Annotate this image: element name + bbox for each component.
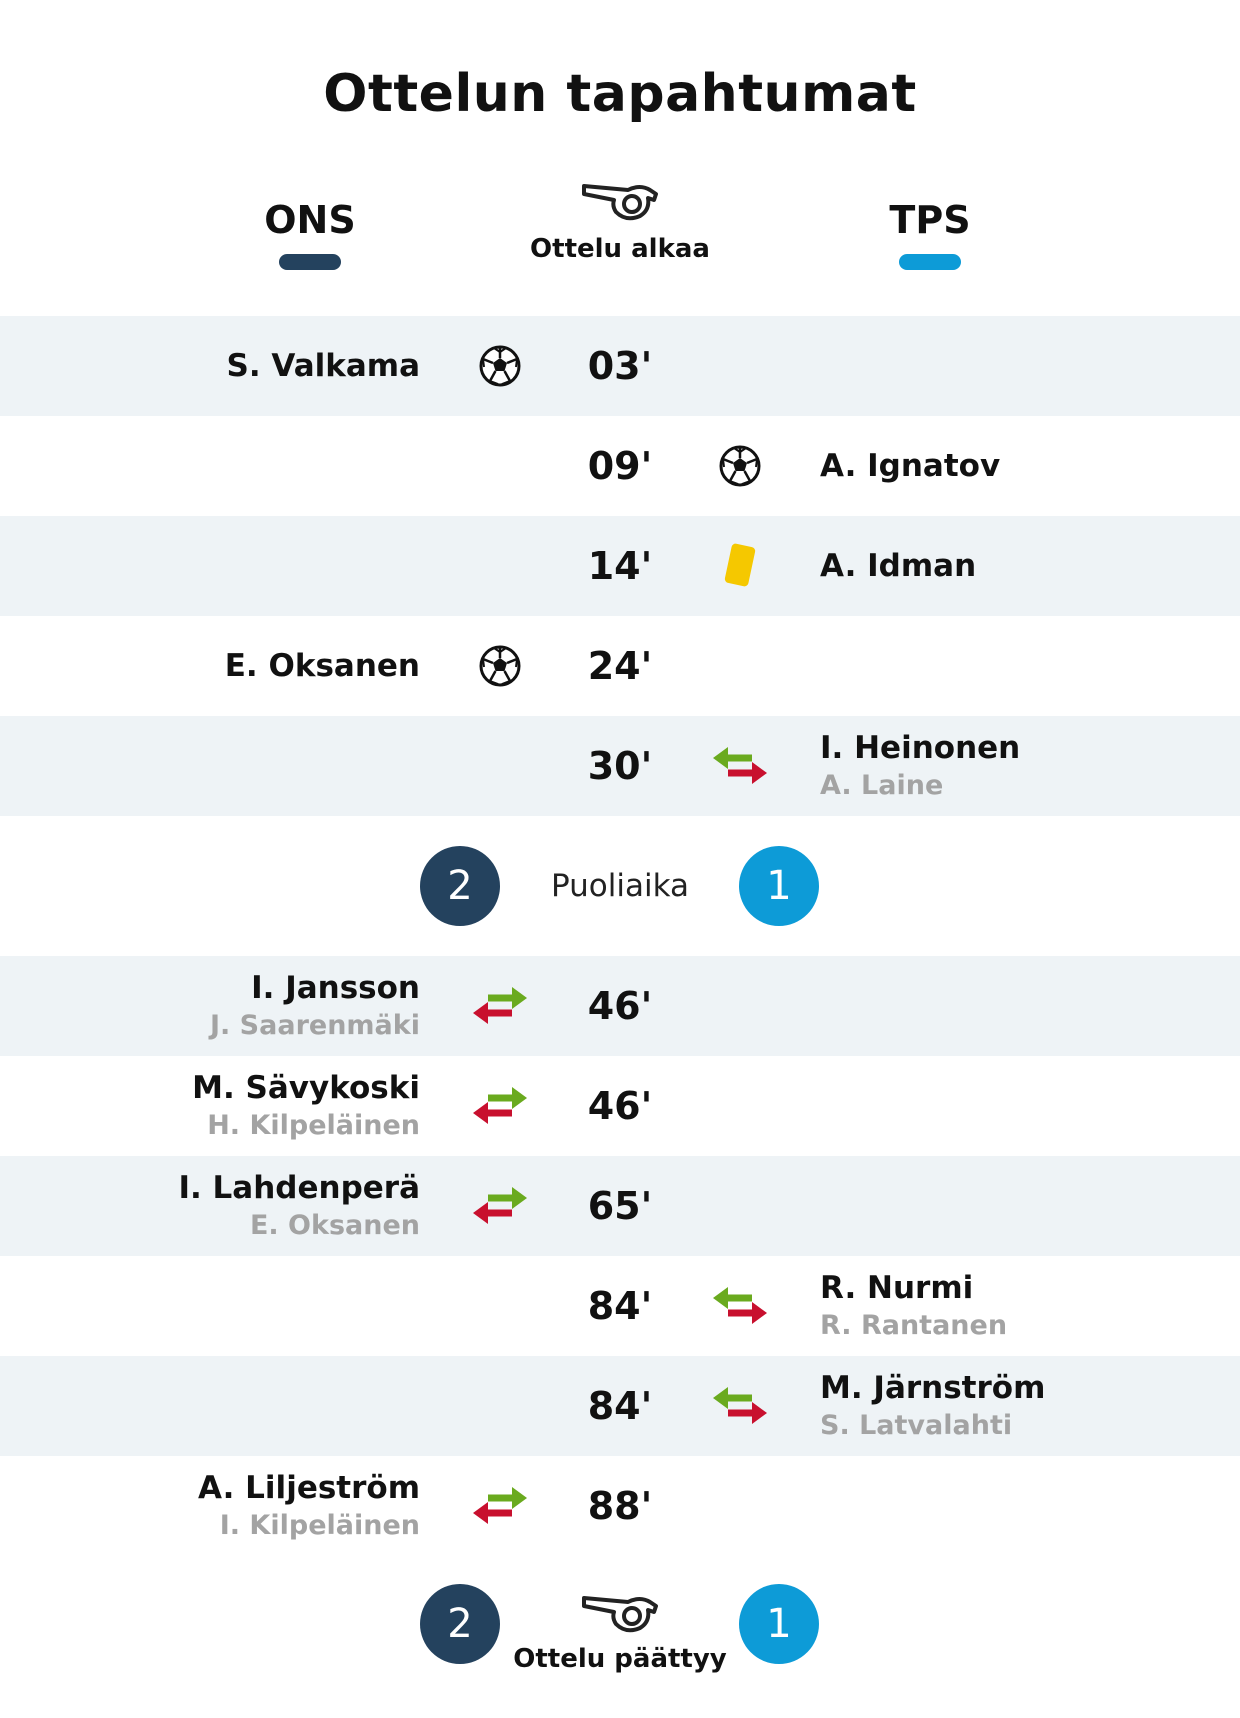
- whistle-icon: [582, 1596, 658, 1633]
- event-players: E. Oksanen: [225, 616, 420, 716]
- player-in: A. Liljeström: [198, 1470, 420, 1506]
- event-players: A. Liljeström I. Kilpeläinen: [198, 1456, 420, 1556]
- event-players: I. Heinonen A. Laine: [820, 716, 1020, 816]
- halftime-away-score: 1: [739, 846, 819, 926]
- player-in: I. Heinonen: [820, 730, 1021, 766]
- halftime-label: Puoliaika: [550, 868, 689, 904]
- player-in: I. Jansson: [251, 970, 420, 1006]
- event-row: 65' I. Lahdenperä E. Oksanen: [0, 1156, 1240, 1256]
- substitution-icon: [470, 1176, 530, 1236]
- substitution-icon: [470, 1076, 530, 1136]
- halftime-home-score: 2: [420, 846, 500, 926]
- event-row: 03' S. Valkama: [0, 316, 1240, 416]
- fulltime-label: Ottelu päättyy: [513, 1644, 727, 1674]
- event-row: 14' A. Idman: [0, 516, 1240, 616]
- event-players: M. Sävykoski H. Kilpeläinen: [192, 1056, 420, 1156]
- event-players: S. Valkama: [227, 316, 421, 416]
- event-players: A. Idman: [820, 516, 976, 616]
- event-players: I. Jansson J. Saarenmäki: [210, 956, 420, 1056]
- first-half-events: 03' S. Valkama 09' A. Ignatov 14' A. Idman 24'…: [0, 316, 1240, 816]
- event-minute: 09': [587, 444, 653, 488]
- player-out: R. Rantanen: [820, 1310, 1008, 1341]
- event-players: I. Lahdenperä E. Oksanen: [178, 1156, 420, 1256]
- substitution-icon: [710, 736, 770, 796]
- event-minute: 46': [587, 984, 653, 1028]
- page-title: Ottelun tapahtumat: [323, 64, 917, 124]
- player-name: A. Idman: [820, 548, 977, 584]
- event-row: 88' A. Liljeström I. Kilpeläinen: [0, 1456, 1240, 1556]
- home-team-abbr: ONS: [264, 198, 356, 242]
- player-name: S. Valkama: [226, 348, 421, 384]
- fulltime-away-score: 1: [739, 1584, 819, 1664]
- events-timeline: 03' S. Valkama 09' A. Ignatov 14' A. Idman 24'…: [0, 316, 1240, 1556]
- event-minute: 03': [587, 344, 653, 388]
- kickoff-label: Ottelu alkaa: [530, 234, 710, 264]
- substitution-icon: [470, 1476, 530, 1536]
- event-players: M. Järnström S. Latvalahti: [820, 1356, 1045, 1456]
- event-players: R. Nurmi R. Rantanen: [820, 1256, 1007, 1356]
- player-name: E. Oksanen: [224, 648, 420, 684]
- away-team-color-bar: [899, 254, 961, 270]
- event-minute: 14': [587, 544, 653, 588]
- whistle-icon: [582, 184, 658, 221]
- football-icon: [710, 436, 770, 496]
- fulltime-home-score: 2: [420, 1584, 500, 1664]
- event-minute: 24': [587, 644, 653, 688]
- away-team-abbr: TPS: [889, 198, 971, 242]
- event-row: 46' I. Jansson J. Saarenmäki: [0, 956, 1240, 1056]
- fulltime-marker: Ottelu päättyy: [470, 1592, 770, 1674]
- substitution-icon: [470, 976, 530, 1036]
- player-out: A. Laine: [820, 770, 944, 801]
- football-icon: [470, 636, 530, 696]
- fulltime-row: 2 Ottelu päättyy 1: [0, 1584, 1240, 1718]
- halftime-row: 2 Puoliaika 1: [0, 816, 1240, 956]
- event-minute: 65': [587, 1184, 653, 1228]
- event-minute: 46': [587, 1084, 653, 1128]
- player-name: A. Ignatov: [820, 448, 1001, 484]
- event-row: 24' E. Oksanen: [0, 616, 1240, 716]
- kickoff-marker: Ottelu alkaa: [470, 180, 770, 264]
- player-in: R. Nurmi: [820, 1270, 974, 1306]
- home-team-color-bar: [279, 254, 341, 270]
- event-row: 30' I. Heinonen A. Laine: [0, 716, 1240, 816]
- player-in: M. Sävykoski: [192, 1070, 420, 1106]
- event-row: 09' A. Ignatov: [0, 416, 1240, 516]
- player-in: I. Lahdenperä: [178, 1170, 420, 1206]
- player-out: E. Oksanen: [249, 1210, 420, 1241]
- event-minute: 88': [587, 1484, 653, 1528]
- event-row: 84' R. Nurmi R. Rantanen: [0, 1256, 1240, 1356]
- event-row: 46' M. Sävykoski H. Kilpeläinen: [0, 1056, 1240, 1156]
- player-out: I. Kilpeläinen: [219, 1510, 420, 1541]
- home-team-header: ONS: [200, 198, 420, 270]
- event-minute: 84': [587, 1284, 653, 1328]
- football-icon: [470, 336, 530, 396]
- event-players: A. Ignatov: [820, 416, 1000, 516]
- event-minute: 84': [587, 1384, 653, 1428]
- yellow-card-icon: [710, 536, 770, 596]
- player-out: J. Saarenmäki: [209, 1010, 420, 1041]
- away-team-header: TPS: [820, 198, 1040, 270]
- player-out: S. Latvalahti: [820, 1410, 1013, 1441]
- second-half-events: 46' I. Jansson J. Saarenmäki 46' M. Sävykosk…: [0, 956, 1240, 1556]
- event-minute: 30': [587, 744, 653, 788]
- substitution-icon: [710, 1276, 770, 1336]
- event-row: 84' M. Järnström S. Latvalahti: [0, 1356, 1240, 1456]
- substitution-icon: [710, 1376, 770, 1436]
- player-out: H. Kilpeläinen: [207, 1110, 420, 1141]
- player-in: M. Järnström: [820, 1370, 1046, 1406]
